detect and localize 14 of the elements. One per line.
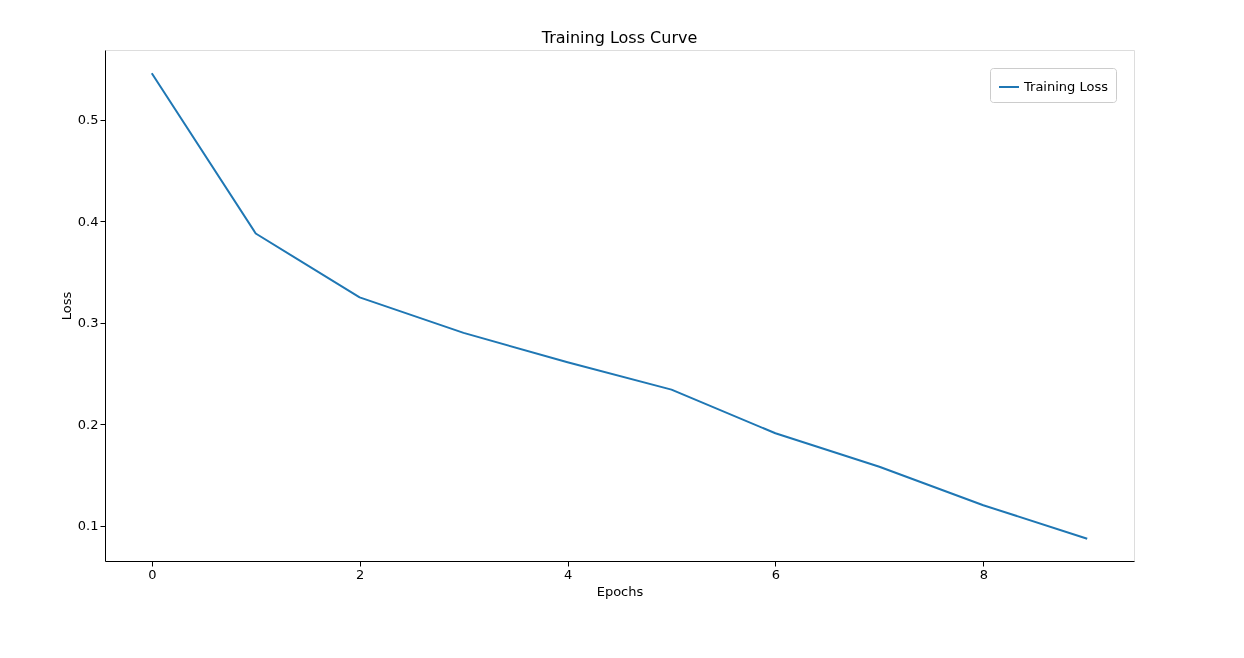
chart-title: Training Loss Curve: [540, 28, 698, 47]
y-tick-label: 0.5: [77, 112, 99, 128]
y-tick-label: 0.4: [77, 213, 99, 229]
x-tick-label: 8: [979, 566, 988, 582]
x-tick-label: 6: [771, 566, 781, 582]
x-tick-label: 0: [148, 566, 157, 582]
y-tick-label: 0.3: [77, 315, 99, 331]
x-tick-label: 2: [356, 566, 365, 582]
y-axis-title: Loss: [58, 291, 74, 321]
legend-label: Training Loss: [1023, 79, 1109, 94]
x-axis-title: Epochs: [596, 583, 644, 599]
y-tick-label: 0.1: [77, 518, 99, 534]
x-tick-label: 4: [563, 566, 573, 582]
y-tick-label: 0.2: [77, 416, 99, 432]
